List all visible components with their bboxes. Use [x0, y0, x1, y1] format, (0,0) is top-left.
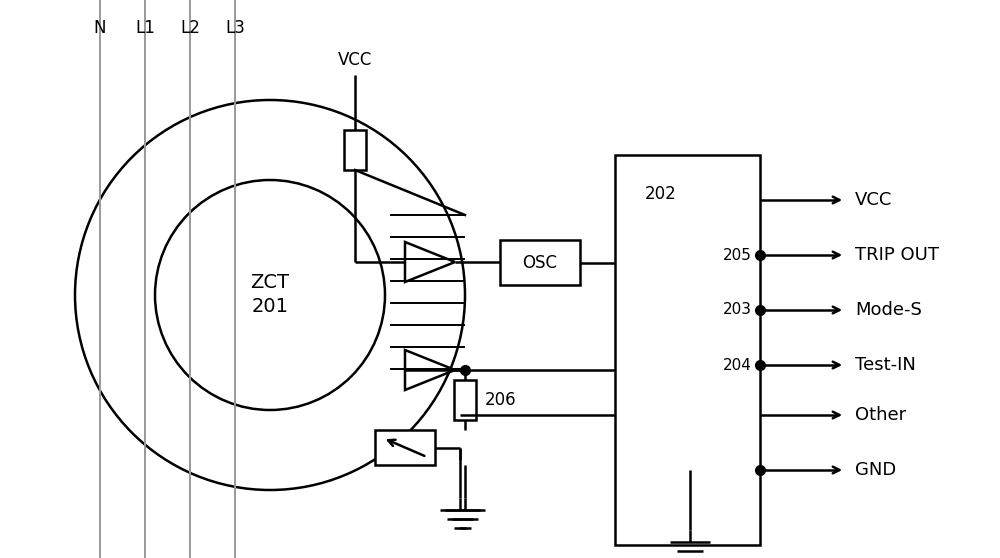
Text: 201: 201 [252, 297, 288, 316]
Text: Mode-S: Mode-S [855, 301, 922, 319]
Text: 202: 202 [645, 185, 677, 203]
Bar [344, 130, 366, 170]
Bar [500, 240, 580, 285]
Text: 205: 205 [723, 248, 752, 262]
Bar [454, 380, 476, 420]
Text: 206: 206 [485, 391, 517, 409]
Text: N: N [94, 19, 106, 37]
Text: GND: GND [855, 461, 896, 479]
Text: 203: 203 [723, 302, 752, 318]
Text: L1: L1 [135, 19, 155, 37]
Text: TRIP OUT: TRIP OUT [855, 246, 939, 264]
Text: ZCT: ZCT [250, 273, 290, 292]
Text: Test-IN: Test-IN [855, 356, 916, 374]
Text: Other: Other [855, 406, 906, 424]
Text: VCC: VCC [338, 51, 372, 69]
Text: VCC: VCC [855, 191, 892, 209]
Text: L2: L2 [180, 19, 200, 37]
Text: L3: L3 [225, 19, 245, 37]
Text: 204: 204 [723, 358, 752, 373]
Bar [615, 155, 760, 545]
Bar [375, 430, 435, 465]
Text: OSC: OSC [522, 253, 558, 272]
